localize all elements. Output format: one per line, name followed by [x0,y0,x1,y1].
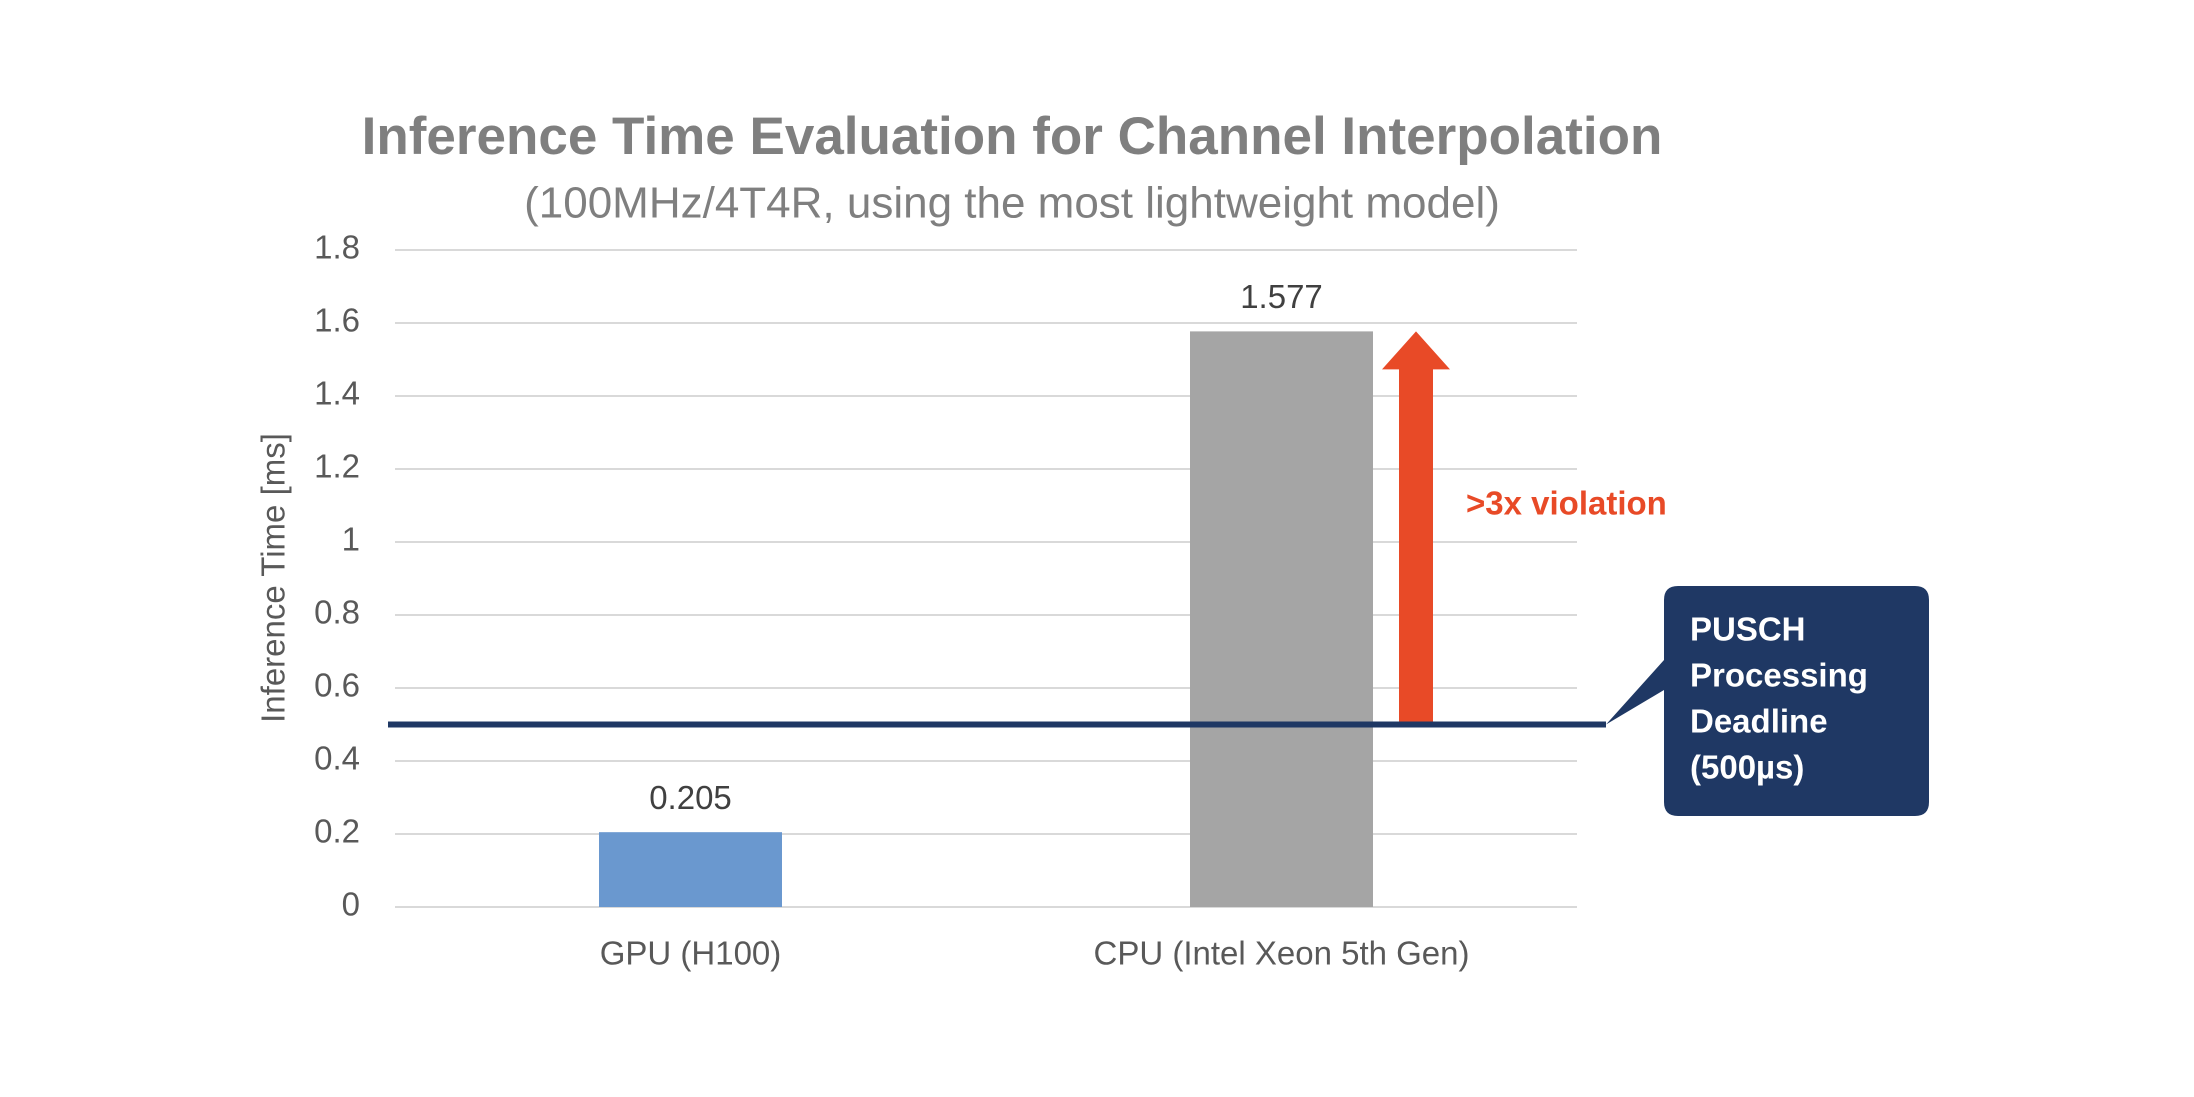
data-label: 0.205 [649,779,732,816]
bar [599,832,782,907]
y-axis-title: Inference Time [ms] [255,433,292,723]
y-tick-label: 0 [342,886,360,923]
y-tick-label: 0.2 [314,813,360,850]
y-tick-label: 0.8 [314,594,360,631]
x-tick-label: CPU (Intel Xeon 5th Gen) [1093,935,1469,972]
y-tick-label: 0.4 [314,740,360,777]
y-tick-label: 1.2 [314,448,360,485]
x-tick-label: GPU (H100) [600,935,782,972]
chart-title: Inference Time Evaluation for Channel In… [362,107,1663,166]
data-label: 1.577 [1240,278,1323,315]
y-tick-label: 1.4 [314,375,360,412]
bar [1190,331,1373,907]
callout-text: Deadline [1690,703,1828,740]
callout-box [1606,586,1929,816]
annotation: >3x violation [1466,485,1667,522]
callout-text: PUSCH [1690,611,1806,648]
y-tick-label: 1 [342,521,360,558]
violation-arrow [1382,331,1450,725]
callout-text: (500µs) [1690,749,1804,786]
callout-text: Processing [1690,657,1868,694]
y-tick-label: 0.6 [314,667,360,704]
y-tick-label: 1.6 [314,302,360,339]
y-tick-label: 1.8 [314,229,360,266]
chart-subtitle: (100MHz/4T4R, using the most lightweight… [524,179,1500,228]
